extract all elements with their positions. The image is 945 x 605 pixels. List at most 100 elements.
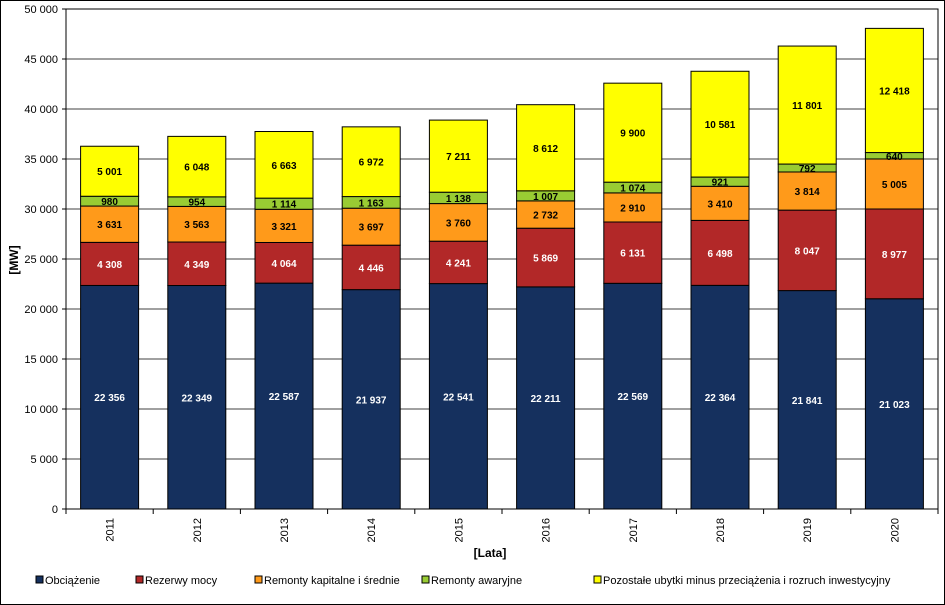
x-axis-title: [Lata] — [474, 546, 507, 560]
data-label: 6 131 — [620, 249, 645, 260]
data-label: 11 801 — [792, 101, 822, 112]
bar-segment — [80, 284, 140, 510]
bar-segment — [428, 203, 488, 242]
legend-item: Obciążenie — [35, 575, 100, 587]
legend-label: Remonty kapitalne i średnie — [264, 575, 400, 587]
data-label: 3 814 — [795, 187, 820, 198]
data-label: 2 732 — [533, 211, 558, 222]
y-tick-label: 0 — [52, 504, 58, 516]
data-label: 980 — [101, 197, 118, 208]
bar-segment — [254, 282, 314, 510]
data-label: 5 869 — [533, 254, 558, 265]
data-label: 954 — [188, 198, 205, 209]
data-label: 1 114 — [272, 200, 297, 211]
plot-border — [65, 8, 939, 510]
data-label: 8 047 — [795, 246, 820, 257]
bar-segment — [690, 284, 750, 510]
legend-swatch — [593, 575, 602, 584]
data-label: 1 138 — [446, 194, 471, 205]
y-tick-label: 15 000 — [24, 354, 58, 366]
legend-item: Remonty kapitalne i średnie — [254, 575, 400, 587]
data-label: 792 — [799, 164, 816, 175]
data-label: 1 074 — [620, 184, 645, 195]
x-tick-label: 2017 — [628, 518, 640, 542]
data-label: 1 163 — [359, 198, 384, 209]
data-label: 6 048 — [184, 163, 209, 174]
bar-segment — [516, 227, 576, 288]
axes: 0 5 000 10 000 15 000 20 000 25 000 30 000 35 0… — [24, 4, 939, 542]
data-label: 22 349 — [182, 393, 213, 404]
data-label: 640 — [886, 152, 903, 163]
y-tick-label: 40 000 — [24, 104, 58, 116]
y-tick-label: 45 000 — [24, 54, 58, 66]
data-label: 22 569 — [618, 392, 649, 403]
bar-segment — [341, 207, 401, 246]
legend-item: Remonty awaryjne — [421, 575, 522, 587]
bar-segment — [777, 171, 837, 211]
data-label: 5 001 — [97, 167, 122, 178]
bar-segment — [603, 282, 663, 510]
y-tick-label: 5 000 — [30, 454, 58, 466]
data-label: 3 697 — [359, 223, 384, 234]
data-label: 3 631 — [97, 220, 122, 231]
bar-segment — [167, 241, 227, 287]
bar-segment — [690, 70, 750, 178]
data-label: 4 446 — [359, 263, 384, 274]
data-label: 3 410 — [707, 199, 732, 210]
y-axis-title: [MW] — [7, 245, 21, 274]
legend-swatch — [421, 575, 430, 584]
bar-segment — [80, 205, 140, 243]
bar-segment — [690, 185, 750, 221]
data-label: 22 587 — [269, 392, 300, 403]
data-label: 22 541 — [443, 392, 474, 403]
bar-segment — [341, 244, 401, 291]
legend-swatch — [135, 575, 144, 584]
y-tick-label: 50 000 — [24, 4, 58, 16]
bar-segment — [167, 285, 227, 510]
bar-segment — [80, 241, 140, 286]
data-label: 9 900 — [620, 129, 645, 140]
bar-segment — [428, 283, 488, 510]
x-tick-label: 2011 — [105, 518, 117, 542]
bar-segment — [864, 298, 924, 510]
x-tick-label: 2015 — [453, 518, 465, 542]
data-label: 6 663 — [271, 161, 296, 172]
legend: Obciążenie Rezerwy mocy Remonty kapitalne … — [35, 575, 891, 587]
data-label: 4 064 — [271, 259, 296, 270]
x-tick-label: 2020 — [889, 518, 901, 542]
y-tick-label: 35 000 — [24, 154, 58, 166]
bar-segment — [777, 45, 837, 165]
bar-segment — [864, 27, 924, 154]
bar-segment — [80, 145, 140, 197]
bar-segment — [516, 286, 576, 510]
data-label: 6 498 — [707, 249, 732, 260]
y-tick-label: 25 000 — [24, 254, 58, 266]
data-label: 8 977 — [882, 250, 907, 261]
data-label: 22 211 — [531, 394, 561, 405]
bar-segment — [603, 192, 663, 223]
legend-swatch — [254, 575, 263, 584]
legend-item: Pozostałe ubytki minus przeciążenia i ro… — [593, 575, 891, 587]
data-label: 7 211 — [446, 152, 471, 163]
data-label: 22 356 — [94, 393, 125, 404]
legend-label: Obciążenie — [45, 575, 100, 587]
legend-label: Pozostałe ubytki minus przeciążenia i ro… — [603, 575, 891, 587]
data-label: 4 349 — [184, 260, 209, 271]
data-label: 10 581 — [705, 120, 736, 131]
data-label: 22 364 — [705, 393, 736, 404]
y-tick-label: 30 000 — [24, 204, 58, 216]
x-tick-label: 2012 — [192, 518, 204, 542]
bars — [80, 27, 924, 510]
bar-segment — [341, 289, 401, 510]
bar-segment — [516, 104, 576, 192]
bar-segment — [864, 208, 924, 300]
bar-segment — [777, 290, 837, 510]
data-label: 3 760 — [446, 218, 471, 229]
bar-segment — [864, 158, 924, 210]
bar-segment — [603, 82, 663, 183]
data-label: 21 937 — [356, 395, 387, 406]
data-label: 4 308 — [97, 260, 122, 271]
bar-segment — [254, 131, 314, 199]
bar-segment — [167, 135, 227, 198]
